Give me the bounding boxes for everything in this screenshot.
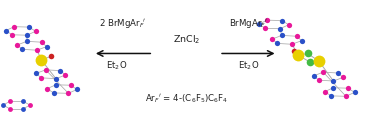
Text: BrMgAr$_F$$'$: BrMgAr$_F$$'$ xyxy=(229,17,268,30)
Text: Et$_2$O: Et$_2$O xyxy=(238,59,259,72)
Text: Ar$_F$$'$ = 4-(C$_6$F$_5$)C$_6$F$_4$: Ar$_F$$'$ = 4-(C$_6$F$_5$)C$_6$F$_4$ xyxy=(145,93,228,105)
Text: 2 BrMgAr$_F$$'$: 2 BrMgAr$_F$$'$ xyxy=(99,17,147,30)
Text: Et$_2$O: Et$_2$O xyxy=(106,59,127,72)
Text: ZnCl$_2$: ZnCl$_2$ xyxy=(173,33,200,46)
